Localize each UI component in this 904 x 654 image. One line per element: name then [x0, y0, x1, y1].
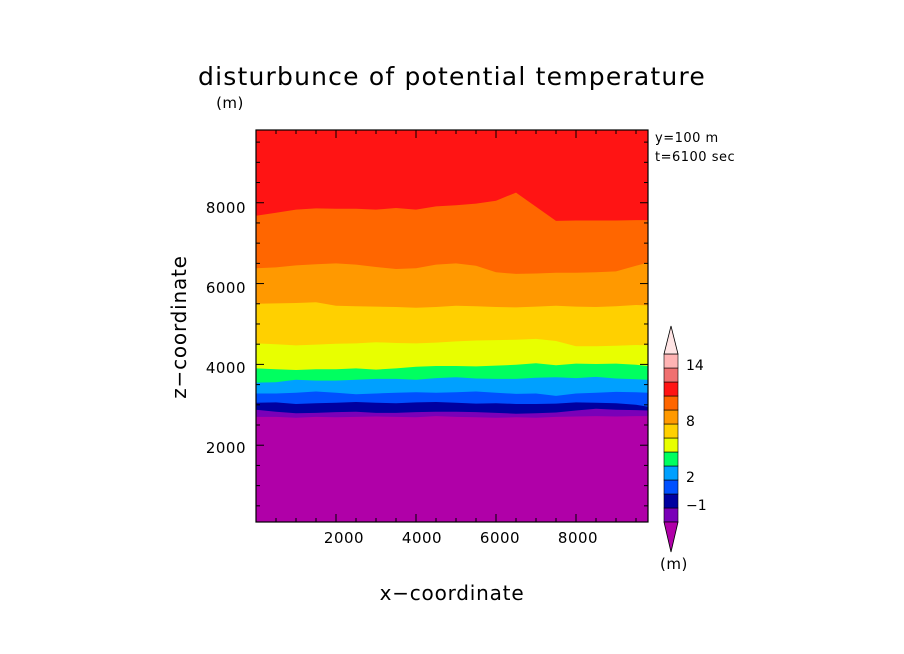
colorbar-segment — [663, 423, 679, 439]
y-tick-label-6000: 6000 — [206, 279, 246, 297]
colorbar-segment — [663, 437, 679, 453]
colorbar-bottom-arrow — [663, 521, 679, 553]
contour-band — [256, 416, 648, 522]
annotation-block: y=100 m t=6100 sec — [655, 131, 735, 165]
x-tick-label-4000: 4000 — [402, 529, 442, 547]
y-axis-tick-labels: 2000 4000 6000 8000 — [206, 199, 246, 457]
colorbar-segment — [663, 507, 679, 523]
colorbar-segment — [663, 395, 679, 411]
y-axis-unit: (m) — [216, 94, 244, 112]
annotation-y-position: y=100 m — [655, 131, 719, 146]
colorbar-label-2: 2 — [686, 470, 695, 486]
plot-frame — [255, 129, 649, 523]
colorbar-segment — [663, 479, 679, 495]
y-tick-label-2000: 2000 — [206, 439, 246, 457]
x-tick-label-6000: 6000 — [480, 529, 520, 547]
plot-area — [255, 129, 649, 523]
colorbar-segment — [663, 381, 679, 397]
annotation-time: t=6100 sec — [655, 150, 735, 165]
y-axis-label: z−coordinate — [167, 255, 191, 399]
x-tick-label-8000: 8000 — [558, 529, 598, 547]
colorbar-segment — [663, 493, 679, 509]
colorbar-top-arrow — [663, 325, 679, 355]
chart-title: disturbunce of potential temperature — [198, 62, 706, 91]
colorbar-segment — [663, 367, 679, 383]
colorbar-segment — [663, 465, 679, 481]
x-axis-label: x−coordinate — [380, 581, 525, 605]
colorbar — [663, 325, 679, 553]
axis-ticks — [256, 130, 648, 522]
colorbar-segment — [663, 451, 679, 467]
y-tick-label-4000: 4000 — [206, 359, 246, 377]
x-axis-tick-labels: 2000 4000 6000 8000 — [324, 529, 598, 547]
x-tick-label-2000: 2000 — [324, 529, 364, 547]
colorbar-label-minus-1: −1 — [686, 498, 707, 514]
colorbar-unit: (m) — [660, 555, 688, 573]
colorbar-label-8: 8 — [686, 414, 695, 430]
y-tick-label-8000: 8000 — [206, 199, 246, 217]
colorbar-segment — [663, 409, 679, 425]
colorbar-segment — [663, 353, 679, 369]
colorbar-labels: 14 8 2 −1 — [686, 358, 707, 514]
colorbar-label-14: 14 — [686, 358, 704, 374]
